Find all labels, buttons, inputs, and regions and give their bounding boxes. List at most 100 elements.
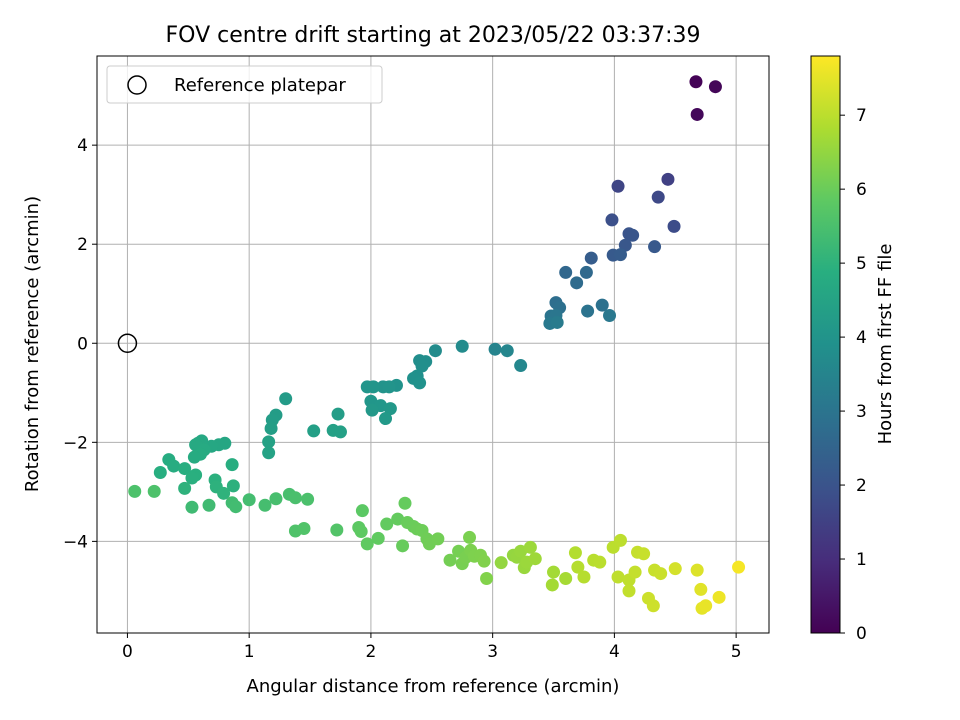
colorbar: 0 1 2 3 4 5 6 7 Hours from first FF file xyxy=(810,55,896,644)
data-point xyxy=(455,339,469,353)
data-point xyxy=(559,572,573,586)
data-point xyxy=(547,565,561,579)
y-axis-label: Rotation from reference (arcmin) xyxy=(22,196,43,492)
data-point xyxy=(128,484,142,498)
y-tick-label: −2 xyxy=(63,433,88,453)
data-point xyxy=(571,560,585,574)
data-point xyxy=(626,228,640,242)
data-point xyxy=(153,466,167,480)
colorbar-tick-label: 1 xyxy=(856,550,867,570)
data-point xyxy=(545,578,559,592)
data-point xyxy=(559,265,573,279)
data-point xyxy=(514,359,528,373)
data-point xyxy=(379,412,393,426)
data-point xyxy=(648,240,662,254)
data-point xyxy=(603,309,617,323)
data-point xyxy=(712,590,726,604)
data-point xyxy=(301,492,315,506)
y-tick-label: 2 xyxy=(77,235,88,255)
data-point xyxy=(628,565,642,579)
data-point xyxy=(732,560,746,574)
x-axis-ticks: 0 1 2 3 4 5 xyxy=(122,633,742,662)
data-point xyxy=(611,179,625,193)
data-point xyxy=(500,344,514,358)
data-point xyxy=(654,567,668,581)
data-point xyxy=(613,533,627,547)
data-point xyxy=(480,572,494,586)
x-tick-label: 4 xyxy=(609,642,620,662)
data-point xyxy=(689,75,703,89)
data-point xyxy=(494,556,508,570)
data-point xyxy=(488,342,502,356)
data-point xyxy=(288,491,302,505)
data-point xyxy=(579,265,593,279)
data-point xyxy=(646,599,660,613)
data-point xyxy=(264,421,278,435)
data-point xyxy=(613,248,627,262)
y-axis-ticks: −4 −2 0 2 4 xyxy=(63,136,97,552)
data-point xyxy=(694,582,708,596)
x-tick-label: 1 xyxy=(244,642,255,662)
data-point xyxy=(690,563,704,577)
data-point xyxy=(396,539,410,553)
data-point xyxy=(187,450,201,464)
legend: Reference platepar xyxy=(106,65,383,104)
x-tick-label: 2 xyxy=(365,642,376,662)
data-point xyxy=(622,584,636,598)
data-point xyxy=(584,251,598,265)
data-point xyxy=(225,458,239,472)
data-point xyxy=(333,425,347,439)
data-point xyxy=(523,540,537,554)
data-point xyxy=(202,498,216,512)
data-points xyxy=(128,75,746,615)
data-point xyxy=(708,80,722,94)
y-tick-label: 4 xyxy=(77,136,88,156)
data-point xyxy=(595,298,609,312)
data-point xyxy=(593,555,607,569)
data-point xyxy=(330,523,344,537)
data-point xyxy=(550,315,564,329)
data-point xyxy=(568,546,582,560)
data-point xyxy=(262,435,276,449)
data-point xyxy=(382,380,396,394)
data-point xyxy=(354,524,368,538)
data-point xyxy=(651,190,665,204)
data-point xyxy=(637,547,651,561)
colorbar-tick-label: 3 xyxy=(856,402,867,422)
colorbar-tick-label: 0 xyxy=(856,624,867,644)
data-point xyxy=(570,276,584,290)
data-point xyxy=(185,471,199,485)
data-point xyxy=(258,498,272,512)
data-point xyxy=(262,446,276,460)
data-point xyxy=(690,107,704,121)
reference-platepar-marker xyxy=(117,333,138,354)
data-point xyxy=(667,219,681,233)
data-point xyxy=(269,492,283,506)
data-point xyxy=(331,407,345,421)
y-tick-label: −4 xyxy=(63,532,88,552)
chart-title: FOV centre drift starting at 2023/05/22 … xyxy=(166,23,701,48)
data-point xyxy=(668,562,682,576)
data-point xyxy=(415,359,429,373)
data-point xyxy=(383,402,397,416)
data-point xyxy=(611,570,625,584)
data-point xyxy=(528,552,542,566)
data-point xyxy=(371,531,385,545)
data-point xyxy=(178,462,192,476)
legend-box xyxy=(106,65,383,104)
x-tick-label: 3 xyxy=(487,642,498,662)
data-point xyxy=(428,344,442,358)
data-point xyxy=(229,500,243,514)
plot-frame xyxy=(96,55,770,634)
colorbar-ticks: 0 1 2 3 4 5 6 7 xyxy=(840,106,867,644)
data-point xyxy=(167,459,181,473)
data-point xyxy=(178,481,192,495)
data-point xyxy=(431,532,445,546)
data-point xyxy=(307,424,321,438)
data-point xyxy=(514,544,528,558)
x-tick-label: 0 xyxy=(122,642,133,662)
data-point xyxy=(242,493,256,507)
data-point xyxy=(605,213,619,227)
x-axis-label: Angular distance from reference (arcmin) xyxy=(247,676,620,697)
